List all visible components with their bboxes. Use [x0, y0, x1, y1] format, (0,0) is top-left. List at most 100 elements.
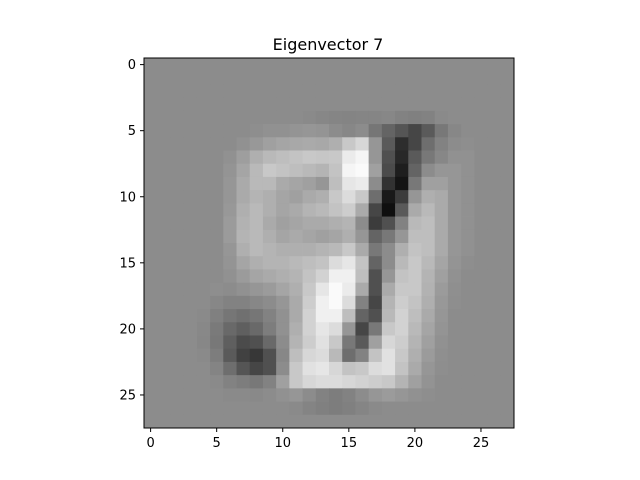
heatmap-cell: [395, 190, 409, 204]
heatmap-cell: [381, 137, 396, 151]
heatmap-cell: [408, 58, 422, 72]
heatmap-cell: [395, 322, 409, 336]
heatmap-cell: [381, 176, 396, 191]
heatmap-cell: [381, 163, 396, 178]
heatmap-cell: [262, 58, 277, 72]
heatmap-cell: [487, 335, 502, 350]
heatmap-cell: [395, 388, 409, 402]
heatmap-cell: [236, 203, 251, 217]
heatmap-cell: [289, 124, 303, 138]
heatmap-cell: [487, 269, 502, 284]
heatmap-cell: [315, 84, 330, 99]
heatmap-cell: [196, 110, 211, 125]
heatmap-cell: [329, 163, 343, 178]
heatmap-cell: [223, 190, 237, 204]
heatmap-cell: [262, 295, 277, 310]
heatmap-cell: [144, 150, 158, 165]
heatmap-cell: [329, 190, 343, 204]
heatmap-cell: [249, 401, 264, 416]
heatmap-cell: [157, 401, 171, 416]
heatmap-cell: [196, 256, 211, 270]
heatmap-cell: [315, 110, 330, 125]
heatmap-cell: [196, 335, 211, 350]
heatmap-cell: [302, 295, 317, 310]
heatmap-cell: [276, 295, 290, 310]
heatmap-cell: [368, 137, 383, 151]
heatmap-cell: [381, 309, 396, 323]
heatmap-cell: [395, 163, 409, 178]
heatmap-cell: [329, 309, 343, 323]
heatmap-cell: [196, 137, 211, 151]
heatmap-cell: [315, 335, 330, 350]
heatmap-cell: [315, 388, 330, 402]
heatmap-cell: [223, 71, 237, 85]
heatmap-cell: [381, 124, 396, 138]
heatmap-cell: [500, 243, 515, 257]
heatmap-cell: [355, 58, 370, 72]
heatmap-cell: [447, 150, 462, 165]
heatmap-cell: [223, 414, 237, 429]
heatmap-cell: [157, 243, 171, 257]
heatmap-cell: [434, 176, 449, 191]
heatmap-cell: [276, 150, 290, 165]
heatmap-cell: [487, 150, 502, 165]
heatmap-cell: [329, 322, 343, 336]
heatmap-cell: [355, 375, 370, 389]
heatmap-cell: [157, 282, 171, 297]
heatmap-cell: [144, 309, 158, 323]
heatmap-cell: [368, 229, 383, 244]
heatmap-cell: [262, 203, 277, 217]
heatmap-cell: [170, 269, 185, 284]
heatmap-cell: [447, 414, 462, 429]
heatmap-cell: [236, 110, 251, 125]
heatmap-cell: [355, 348, 370, 363]
heatmap-cell: [434, 97, 449, 112]
heatmap-cell: [262, 256, 277, 270]
heatmap-cell: [210, 110, 224, 125]
heatmap-cell: [157, 388, 171, 402]
heatmap-cell: [500, 150, 515, 165]
heatmap-cell: [368, 269, 383, 284]
heatmap-cell: [447, 84, 462, 99]
heatmap-cell: [196, 322, 211, 336]
heatmap-cell: [447, 348, 462, 363]
heatmap-cell: [170, 295, 185, 310]
y-tick-label: 0: [128, 58, 136, 73]
heatmap-cell: [210, 322, 224, 336]
heatmap-cell: [447, 282, 462, 297]
heatmap-cell: [157, 163, 171, 178]
heatmap-cell: [262, 361, 277, 376]
heatmap-cell: [196, 58, 211, 72]
heatmap-cell: [500, 137, 515, 151]
heatmap-cell: [315, 295, 330, 310]
heatmap-cell: [262, 375, 277, 389]
heatmap-cell: [368, 110, 383, 125]
heatmap-cell: [329, 137, 343, 151]
heatmap-cell: [196, 401, 211, 416]
heatmap-cell: [302, 71, 317, 85]
heatmap-cell: [447, 203, 462, 217]
heatmap-cell: [474, 414, 488, 429]
heatmap-cell: [329, 361, 343, 376]
heatmap-cell: [170, 71, 185, 85]
heatmap-cell: [276, 124, 290, 138]
heatmap-cell: [381, 110, 396, 125]
heatmap-cell: [196, 229, 211, 244]
heatmap-cell: [368, 150, 383, 165]
heatmap-cell: [196, 97, 211, 112]
heatmap-cell: [289, 137, 303, 151]
heatmap-cell: [368, 282, 383, 297]
heatmap-cell: [210, 203, 224, 217]
heatmap-cell: [355, 243, 370, 257]
heatmap-cell: [249, 361, 264, 376]
heatmap-cell: [183, 97, 198, 112]
heatmap-cell: [302, 124, 317, 138]
heatmap-cell: [368, 309, 383, 323]
heatmap-cell: [289, 163, 303, 178]
heatmap-cell: [144, 282, 158, 297]
heatmap-cell: [210, 163, 224, 178]
heatmap-cell: [408, 176, 422, 191]
heatmap-cell: [210, 97, 224, 112]
heatmap-cell: [381, 282, 396, 297]
